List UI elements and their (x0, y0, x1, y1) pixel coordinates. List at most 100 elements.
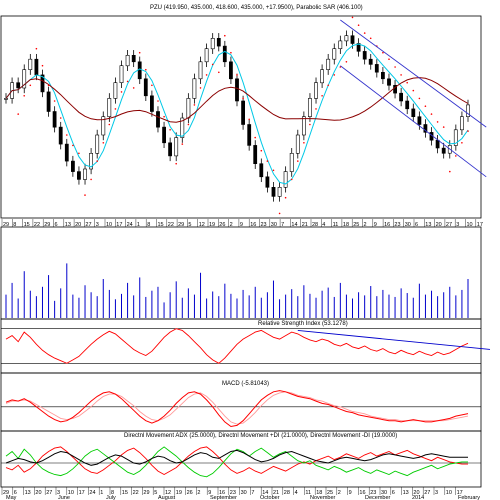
price-candle (229, 61, 233, 80)
month-label: 2014 (412, 495, 424, 500)
sar-dot (23, 95, 26, 97)
price-candle (307, 98, 312, 118)
price-candle (216, 37, 221, 47)
month-axis: May June July August September October Novembe… (6, 495, 480, 500)
sar-dot (90, 178, 92, 181)
date-tick-label: 27 (424, 490, 430, 496)
date-tick-label: 5 (188, 222, 191, 228)
volume-series-group (5, 263, 469, 318)
macd-title: MACD (-5.81043) (222, 381, 269, 387)
price-candle (119, 65, 124, 83)
price-candle (71, 160, 75, 172)
sar-dot (47, 84, 50, 87)
price-candle (253, 145, 258, 164)
date-tick-label: 1 (137, 222, 140, 228)
channel-lower-line (340, 65, 487, 178)
plus-di-line (5, 446, 468, 478)
price-candle (387, 78, 391, 86)
price-candle (368, 58, 373, 65)
price-candle (28, 58, 33, 71)
date-tick-label: 13 (65, 222, 71, 228)
date-tick-label: 17 (477, 222, 483, 228)
sar-dot (442, 126, 445, 128)
date-tick-label: 15 (158, 222, 164, 228)
price-candle (150, 95, 154, 112)
price-candle (198, 61, 203, 80)
sar-dot (72, 144, 74, 147)
date-tick-label: 13 (425, 222, 431, 228)
price-candle (320, 69, 325, 84)
month-label: October (260, 495, 280, 500)
sar-dot (145, 68, 147, 71)
date-tick-label: 14 (291, 222, 297, 228)
price-panel (0, 15, 482, 219)
month-label: December (365, 495, 391, 500)
bottom-date-axis: 29 6 13 20 27 3 10 17 24 1 8 15 22 29 5 12 19 26 2 9 16 23 30 7… (1, 487, 463, 496)
date-tick-label: 20 (436, 222, 442, 228)
price-candle (435, 139, 440, 149)
date-tick-label: 29 (44, 222, 50, 228)
date-tick-label: 29 (143, 490, 149, 496)
channel-upper-line (340, 19, 487, 128)
price-candle (350, 35, 355, 44)
price-candle (235, 78, 239, 102)
date-tick-label: 24 (89, 490, 95, 496)
sar-dot (108, 123, 111, 126)
date-tick-label: 16 (359, 490, 365, 496)
price-candle (156, 111, 160, 128)
ma-slow-line (5, 77, 469, 123)
month-label: June (58, 495, 70, 500)
date-tick-label: 13 (25, 490, 31, 496)
price-candle (411, 108, 416, 118)
price-candle (222, 45, 227, 63)
minus-di-line (5, 446, 468, 476)
rsi-series-group (1, 328, 491, 364)
date-tick-label: 17 (79, 490, 85, 496)
sar-dot (84, 194, 86, 196)
price-candle (210, 37, 215, 50)
date-tick-label: 19 (176, 490, 182, 496)
price-candle (362, 51, 367, 60)
sar-dot (461, 142, 463, 144)
date-tick-label: 18 (316, 490, 322, 496)
price-candle (4, 98, 8, 100)
sar-dot (394, 66, 396, 68)
price-candle (399, 92, 404, 102)
price-candle (192, 78, 197, 99)
date-tick-label: 27 (446, 222, 452, 228)
price-candle (417, 116, 422, 125)
date-tick-label: 6 (55, 222, 58, 228)
date-tick-label: 7 (281, 222, 284, 228)
date-tick-label: 9 (374, 222, 377, 228)
date-tick-label: 1 (100, 490, 103, 496)
date-tick-label: 22 (168, 222, 174, 228)
top-date-axis: 29 8 15 22 29 6 13 20 27 3 10 17 24 1 8 15 22 29 5 12 19 26 2 9… (1, 219, 483, 228)
date-tick-label: 16 (219, 490, 225, 496)
price-title: PZU (419.950, 435.000, 418.600, 435.000,… (150, 5, 363, 11)
date-tick-label: 8 (147, 222, 150, 228)
sar-dot (363, 32, 366, 34)
sar-dot (369, 37, 372, 40)
price-candle (295, 134, 300, 154)
date-tick-label: 4 (295, 490, 298, 496)
date-tick-label: 14 (262, 490, 268, 496)
price-candle (89, 153, 94, 170)
date-tick-label: 9 (208, 490, 211, 496)
month-label: February (458, 495, 480, 500)
sar-dot (303, 142, 305, 144)
sar-dot (181, 143, 184, 145)
dmi-title: Directnl Movement ADX (25.0000), Directn… (124, 433, 397, 439)
date-tick-label: 30 (241, 490, 247, 496)
sar-dot (187, 123, 190, 126)
price-candle (16, 82, 21, 89)
price-candle (52, 111, 57, 128)
price-candle (186, 98, 191, 119)
sar-dot (53, 100, 56, 102)
sar-dot (151, 84, 153, 87)
price-candle (344, 35, 349, 42)
price-candle (405, 100, 410, 110)
date-tick-label: 29 (178, 222, 184, 228)
price-candle (46, 91, 51, 112)
sar-dot (138, 51, 141, 54)
price-candle (338, 40, 343, 50)
